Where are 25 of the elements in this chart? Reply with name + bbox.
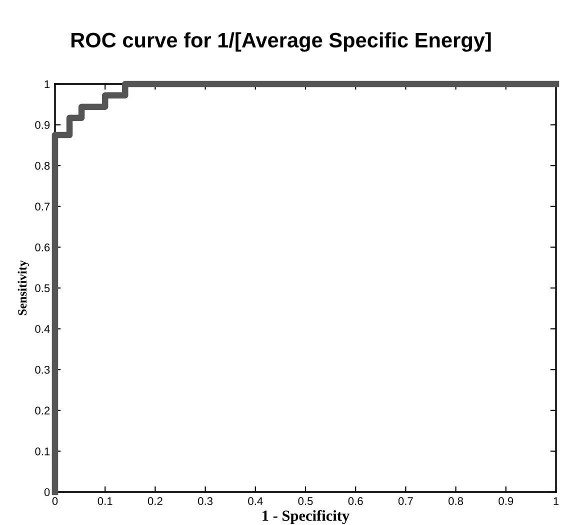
- y-tick-label: 0.2: [35, 406, 50, 415]
- x-tick-label: 0.5: [298, 497, 313, 506]
- y-tick-label: 0.3: [35, 366, 50, 374]
- x-tick-label: 0.9: [498, 497, 514, 506]
- x-axis-title: 1 - Specificity: [262, 510, 350, 524]
- y-tick-label: 0.8: [35, 162, 50, 170]
- x-tick-label: 0.2: [148, 497, 162, 506]
- y-tick-label: 0.7: [35, 202, 50, 211]
- y-tick-label: 0.6: [35, 243, 50, 252]
- y-tick-label: 1: [44, 80, 50, 88]
- x-tick-label: 0.8: [448, 497, 464, 506]
- y-tick-label: 0: [44, 488, 50, 496]
- x-tick-label: 0.1: [98, 497, 112, 506]
- y-tick-label: 0.9: [35, 121, 50, 129]
- y-tick-label: 0.1: [35, 447, 50, 456]
- y-tick-label: 0.4: [35, 325, 50, 333]
- x-tick-label: 0.6: [348, 497, 363, 506]
- x-tick-label: 0.3: [198, 497, 213, 506]
- y-axis-title: Sensitivity: [18, 260, 30, 316]
- x-tick-label: 0: [52, 497, 58, 506]
- x-tick-label: 1: [554, 497, 559, 505]
- chart-title: ROC curve for 1/[Average Specific Energy]: [71, 32, 491, 52]
- x-tick-label: 0.4: [248, 497, 263, 506]
- y-tick-label: 0.5: [35, 284, 50, 292]
- x-tick-label: 0.7: [398, 497, 413, 506]
